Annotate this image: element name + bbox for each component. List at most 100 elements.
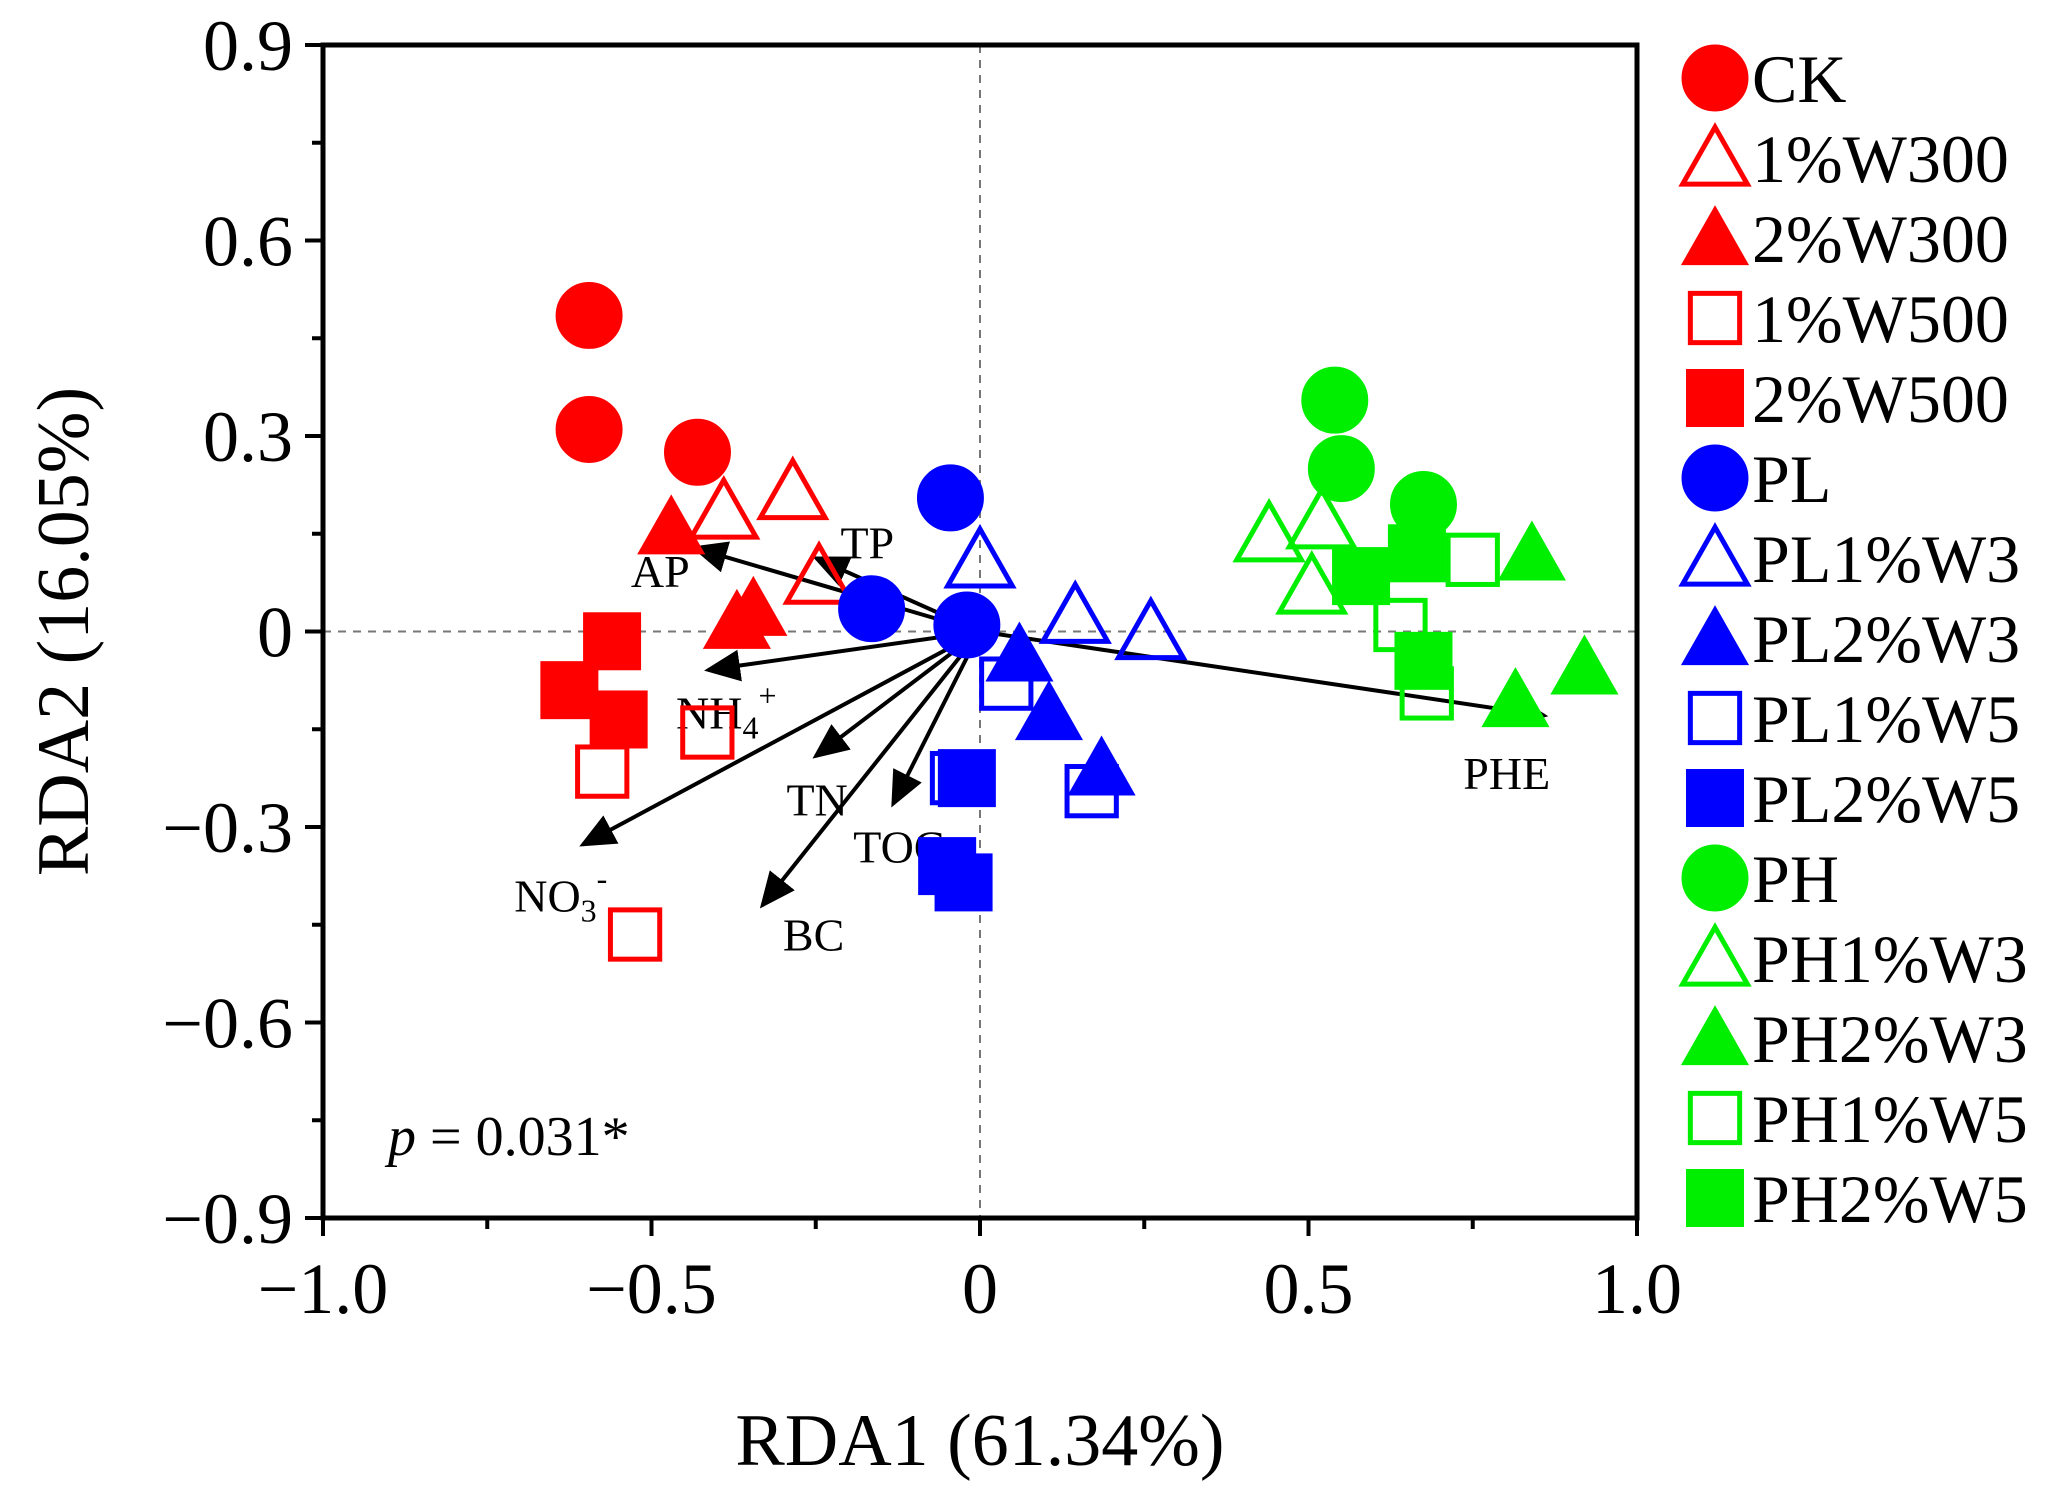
legend-label: 1%W300 [1752, 121, 2009, 197]
legend-item: 1%W500 [1687, 281, 2009, 357]
legend-item: PH1%W3 [1678, 921, 2028, 997]
legend-item: PL1%W5 [1687, 681, 2020, 757]
legend-item: PL [1681, 441, 1831, 517]
legend-label: PL [1752, 441, 1831, 517]
env-arrow-bc [759, 630, 982, 909]
legend-label: PH [1752, 841, 1839, 917]
env-arrow-phe [979, 629, 1549, 727]
legend-marker [1678, 122, 1752, 187]
legend-label: PH1%W3 [1752, 921, 2028, 997]
y-tick-label: 0.3 [203, 397, 293, 477]
data-point [664, 418, 731, 486]
data-point [943, 523, 1017, 589]
data-point [933, 591, 1001, 659]
x-tick-label: 0.5 [1264, 1249, 1354, 1329]
sample-points [540, 281, 1619, 962]
y-axis-title: RDA2 (16.05%) [23, 387, 105, 876]
legend-marker [1680, 605, 1750, 666]
legend-marker [1687, 690, 1743, 746]
data-point [1285, 484, 1359, 550]
y-tick-label: −0.6 [162, 984, 293, 1064]
y-tick-label: 0.9 [203, 6, 293, 86]
legend-label: CK [1752, 41, 1846, 117]
env-label-bc: BC [783, 909, 844, 960]
data-point [937, 749, 996, 808]
legend-marker [1680, 1005, 1750, 1066]
y-tick-label: −0.9 [162, 1179, 293, 1259]
y-tick-label: 0 [257, 593, 293, 673]
legend-item: PL2%W5 [1686, 761, 2020, 837]
data-point [1497, 520, 1566, 581]
legend-item: PL2%W3 [1680, 601, 2020, 677]
legend-label: PH2%W5 [1752, 1161, 2028, 1237]
axis-ticks: −1.0 −0.5 0 0.5 1.0 0.9 0.6 0.3 0 −0.3 −0.6 −0.9 [162, 6, 1682, 1329]
series-pl1pctw3 [943, 523, 1188, 661]
data-point [1038, 579, 1112, 644]
data-point [1232, 497, 1306, 563]
series-ph2pctw3 [1481, 520, 1619, 728]
legend-item: PH2%W3 [1680, 1001, 2028, 1077]
p-value-text: = 0.031* [416, 1106, 630, 1168]
legend-label: PL1%W3 [1752, 521, 2020, 597]
x-tick-label: −0.5 [586, 1249, 717, 1329]
data-point [540, 661, 599, 720]
legend-marker [1681, 844, 1749, 912]
p-value-symbol: p [384, 1106, 416, 1168]
legend-item: 2%W500 [1686, 361, 2009, 437]
legend-label: PH1%W5 [1752, 1081, 2028, 1157]
legend: CK1%W3002%W3001%W5002%W500PLPL1%W3PL2%W3… [1678, 41, 2028, 1237]
x-tick-label: −1.0 [258, 1249, 389, 1329]
data-point [719, 575, 788, 636]
legend-label: PL1%W5 [1752, 681, 2020, 757]
x-tick-label: 0 [962, 1249, 998, 1329]
y-tick-label: 0.6 [203, 202, 293, 282]
legend-marker [1686, 1169, 1744, 1227]
data-point [1064, 764, 1119, 819]
env-label-tn: TN [786, 775, 847, 826]
data-point [1394, 631, 1453, 690]
env-label-no3: NO3- [514, 861, 607, 929]
data-point [838, 575, 906, 643]
data-point [934, 853, 993, 912]
legend-marker [1687, 1090, 1743, 1146]
series-2pctw500 [540, 612, 648, 749]
legend-item: PH2%W5 [1686, 1161, 2028, 1237]
legend-label: PL2%W3 [1752, 601, 2020, 677]
data-point [680, 705, 735, 760]
data-point [589, 690, 648, 749]
data-point [916, 464, 984, 532]
env-arrow-toc [891, 630, 982, 808]
legend-label: 1%W500 [1752, 281, 2009, 357]
data-point [985, 621, 1054, 682]
series-2pctw300 [637, 494, 788, 649]
env-arrow-no3 [579, 629, 981, 847]
legend-label: PH2%W3 [1752, 1001, 2028, 1077]
data-point [555, 396, 623, 463]
legend-item: 1%W300 [1678, 121, 2009, 197]
legend-item: 2%W300 [1680, 201, 2009, 277]
data-point [583, 612, 642, 671]
env-label-nh4: NH4+ [676, 678, 777, 746]
data-point [979, 656, 1034, 711]
data-point [687, 475, 761, 540]
data-point [637, 494, 706, 555]
data-point [1307, 435, 1375, 503]
legend-marker [1680, 205, 1750, 266]
legend-marker [1678, 922, 1752, 987]
data-point [756, 455, 830, 521]
legend-item: CK [1681, 41, 1846, 117]
legend-marker [1681, 44, 1749, 112]
data-point [1445, 532, 1500, 587]
series-pl [838, 464, 1001, 659]
data-point [1387, 524, 1446, 583]
data-point [555, 281, 623, 349]
series-ph2pctw5 [1332, 524, 1453, 690]
legend-item: PH [1681, 841, 1839, 917]
env-label-tp: TP [840, 518, 894, 569]
data-point [1550, 634, 1619, 695]
env-arrow-ap [690, 541, 981, 634]
legend-marker [1687, 290, 1743, 346]
data-point [1275, 550, 1349, 615]
data-point [782, 540, 856, 605]
